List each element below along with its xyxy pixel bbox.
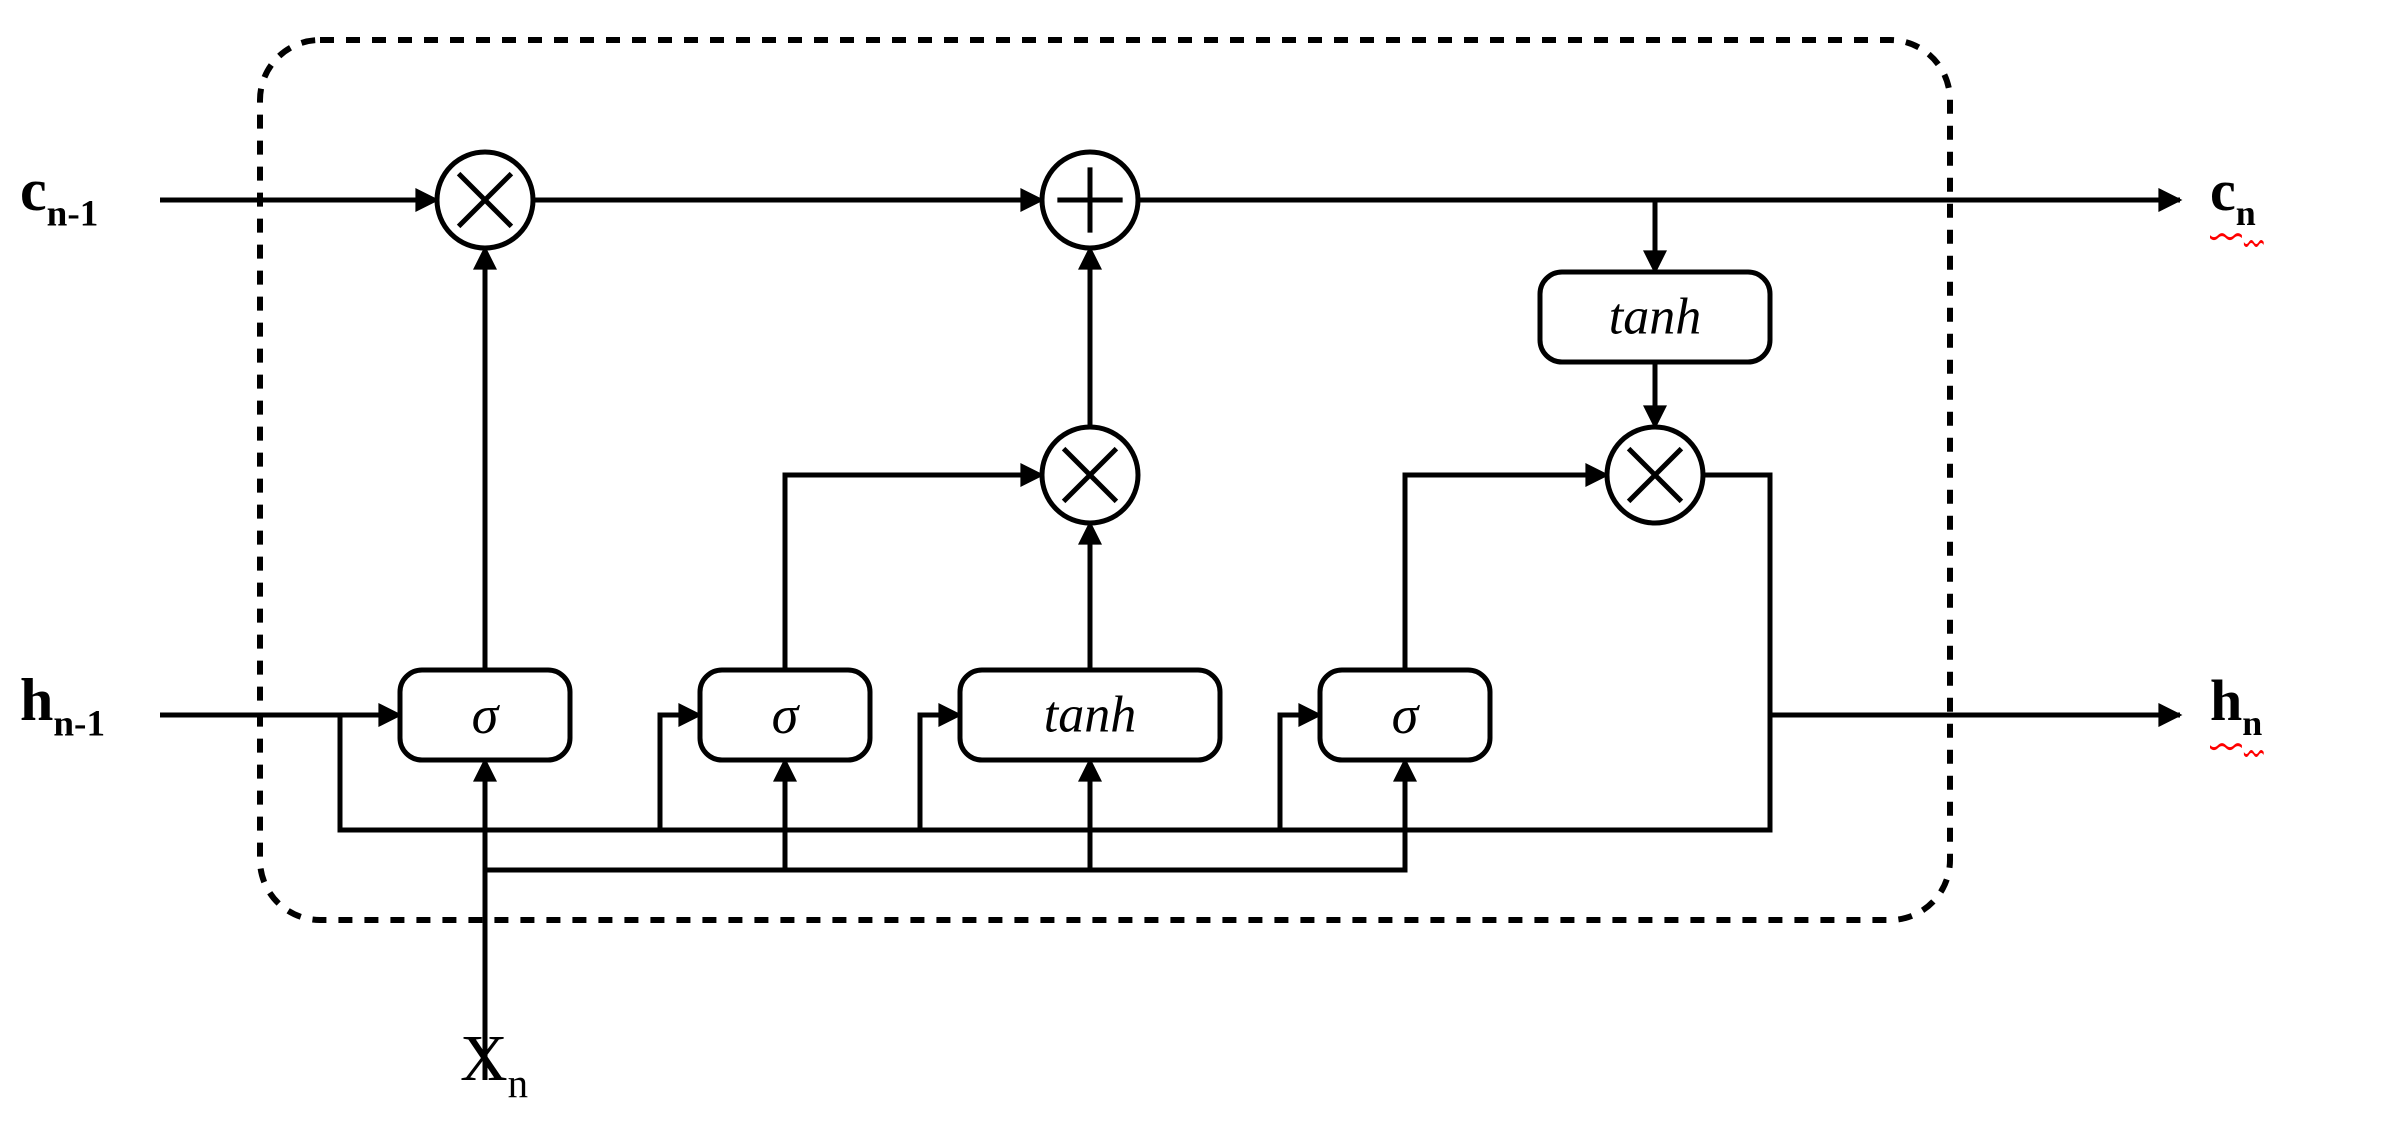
io-label-c_in: cn-1 — [20, 157, 98, 235]
io-label-c_out-sub: n — [2236, 193, 2256, 233]
gate-sigma2-label: σ — [772, 685, 801, 745]
edge-mulO_to_hout — [1703, 475, 2180, 715]
edge-x_to_t1 — [785, 760, 1090, 870]
io-label-h_out-text: hn — [2210, 668, 2262, 743]
io-label-x_in-base: X — [460, 1022, 508, 1095]
io-label-c_in-sub: n-1 — [47, 194, 99, 235]
io-label-h_out: hn — [2210, 668, 2264, 757]
io-label-c_out: cn — [2210, 158, 2264, 247]
io-label-h_out-squiggle-sub — [2244, 750, 2264, 757]
io-label-h_out-sub: n — [2242, 703, 2262, 743]
io-label-c_out-text: cn — [2210, 158, 2256, 233]
edge-x_to_s2 — [485, 760, 785, 870]
io-label-c_in-text: cn-1 — [20, 157, 98, 235]
io-label-x_in-text: Xn — [460, 1022, 528, 1106]
io-label-h_out-base: h — [2210, 668, 2242, 733]
io-label-h_in: hn-1 — [20, 667, 105, 745]
io-label-h_in-base: h — [20, 667, 53, 733]
edge-x_to_s3 — [1090, 760, 1405, 870]
io-label-c_out-squiggle-sub — [2244, 240, 2264, 247]
io-label-c_out-squiggle-base — [2210, 233, 2242, 240]
edge-s2_to_mulI — [785, 475, 1042, 670]
gate-sigma3-label: σ — [1392, 685, 1421, 745]
io-label-x_in-sub: n — [508, 1061, 528, 1106]
gate-tanh1-label: tanh — [1044, 687, 1136, 744]
lstm-cell-diagram: σσtanhσtanh cn-1hn-1Xncnhn — [0, 0, 2397, 1133]
gate-sigma1-label: σ — [472, 685, 501, 745]
io-label-c_out-base: c — [2210, 158, 2236, 223]
io-label-x_in: Xn — [460, 1022, 528, 1106]
io-label-h_in-sub: n-1 — [53, 704, 105, 745]
io-label-c_in-base: c — [20, 157, 47, 223]
edge-s3_to_mulO — [1405, 475, 1607, 670]
io-label-h_in-text: hn-1 — [20, 667, 105, 745]
io-label-h_out-squiggle-base — [2210, 743, 2242, 750]
gate-tanh2-label: tanh — [1609, 289, 1701, 346]
